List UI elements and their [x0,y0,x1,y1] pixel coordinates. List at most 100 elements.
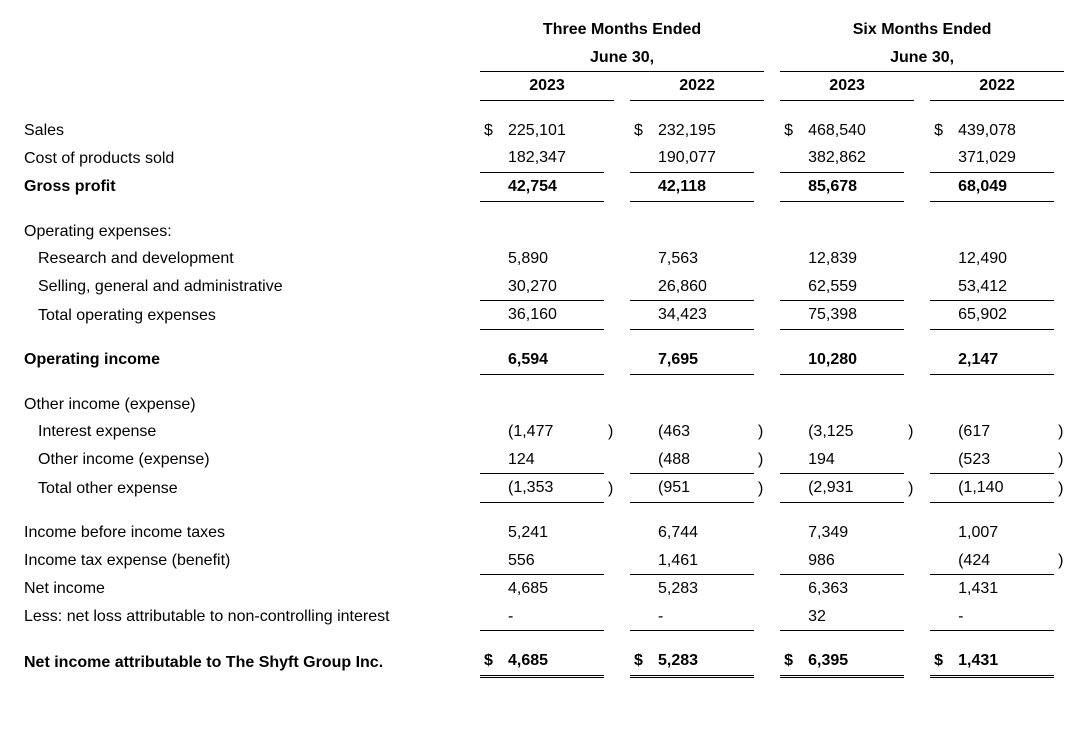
cur-sales-1: $ [480,117,504,145]
val-sga-4: 53,412 [954,273,1054,301]
label-pretax: Income before income taxes [20,519,480,547]
val-oi-3: 10,280 [804,346,904,374]
val-tot-1: (1,353 [504,474,604,503]
val-tax-1: 556 [504,547,604,575]
val-tot-2: (951 [654,474,754,503]
val-sales-3: 468,540 [804,117,904,145]
val-oth-4: (523 [954,446,1054,474]
val-sga-1: 30,270 [504,273,604,301]
val-ni-1: 4,685 [504,575,604,603]
val-rnd-4: 12,490 [954,245,1054,273]
row-total-opex: Total operating expenses 36,160 34,423 7… [20,301,1064,330]
row-net-income: Net income 4,685 5,283 6,363 1,431 [20,575,1064,603]
row-cogs: Cost of products sold 182,347 190,077 38… [20,144,1064,172]
val-tot-3: (2,931 [804,474,904,503]
row-gross-profit: Gross profit 42,754 42,118 85,678 68,049 [20,172,1064,201]
label-interest: Interest expense [20,418,480,446]
year-header-row: 2023 2022 2023 2022 [20,72,1064,101]
label-other-header: Other income (expense) [20,391,480,419]
row-op-income: Operating income 6,594 7,695 10,280 2,14… [20,346,1064,374]
val-topex-1: 36,160 [504,301,604,330]
val-sga-2: 26,860 [654,273,754,301]
val-cogs-1: 182,347 [504,144,604,172]
period1-title-line2: June 30, [480,44,764,72]
row-sales: Sales $225,101 $232,195 $468,540 $439,07… [20,117,1064,145]
year-col-1: 2023 [480,72,614,101]
val-pt-4: 1,007 [954,519,1054,547]
year-col-4: 2022 [930,72,1064,101]
val-rnd-1: 5,890 [504,245,604,273]
label-cogs: Cost of products sold [20,144,480,172]
val-topex-3: 75,398 [804,301,904,330]
val-rnd-2: 7,563 [654,245,754,273]
val-sga-3: 62,559 [804,273,904,301]
label-opex-header: Operating expenses: [20,218,480,246]
val-nci-3: 32 [804,603,904,631]
label-gross-profit: Gross profit [20,172,480,201]
val-tot-4: (1,140 [954,474,1054,503]
label-sga: Selling, general and administrative [20,273,480,301]
row-nci: Less: net loss attributable to non-contr… [20,603,1064,631]
val-sales-2: 232,195 [654,117,754,145]
year-col-2: 2022 [630,72,764,101]
val-na-1: 4,685 [504,647,604,676]
cur-na-2: $ [630,647,654,676]
val-cogs-3: 382,862 [804,144,904,172]
label-total-other: Total other expense [20,474,480,503]
row-other-income: Other income (expense) 124 (488) 194 (52… [20,446,1064,474]
label-net-attrib: Net income attributable to The Shyft Gro… [20,647,480,676]
val-int-3: (3,125 [804,418,904,446]
val-ni-3: 6,363 [804,575,904,603]
row-net-attrib: Net income attributable to The Shyft Gro… [20,647,1064,676]
val-na-4: 1,431 [954,647,1054,676]
row-opex-header: Operating expenses: [20,218,1064,246]
val-int-4: (617 [954,418,1054,446]
val-ni-4: 1,431 [954,575,1054,603]
val-gp-2: 42,118 [654,172,754,201]
period-header-row-2: June 30, June 30, [20,44,1064,72]
val-oi-1: 6,594 [504,346,604,374]
val-gp-3: 85,678 [804,172,904,201]
cur-sales-4: $ [930,117,954,145]
val-nci-4: - [954,603,1054,631]
period1-title-line1: Three Months Ended [480,16,764,44]
label-net-income: Net income [20,575,480,603]
row-interest: Interest expense (1,477) (463) (3,125) (… [20,418,1064,446]
val-nci-1: - [504,603,604,631]
row-pretax: Income before income taxes 5,241 6,744 7… [20,519,1064,547]
val-ni-2: 5,283 [654,575,754,603]
val-oth-1: 124 [504,446,604,474]
val-int-1: (1,477 [504,418,604,446]
income-statement-table: Three Months Ended Six Months Ended June… [20,16,1064,678]
val-rnd-3: 12,839 [804,245,904,273]
label-nci: Less: net loss attributable to non-contr… [20,603,480,631]
val-tax-3: 986 [804,547,904,575]
label-total-opex: Total operating expenses [20,301,480,330]
val-tax-2: 1,461 [654,547,754,575]
val-oth-2: (488 [654,446,754,474]
val-tax-4: (424 [954,547,1054,575]
period2-title-line1: Six Months Ended [780,16,1064,44]
label-rnd: Research and development [20,245,480,273]
val-gp-1: 42,754 [504,172,604,201]
row-total-other: Total other expense (1,353) (951) (2,931… [20,474,1064,503]
row-other-header: Other income (expense) [20,391,1064,419]
val-gp-4: 68,049 [954,172,1054,201]
val-sales-4: 439,078 [954,117,1054,145]
val-topex-4: 65,902 [954,301,1054,330]
label-sales: Sales [20,117,480,145]
cur-na-4: $ [930,647,954,676]
label-other-income: Other income (expense) [20,446,480,474]
val-topex-2: 34,423 [654,301,754,330]
val-oi-2: 7,695 [654,346,754,374]
period2-title-line2: June 30, [780,44,1064,72]
val-oth-3: 194 [804,446,904,474]
val-cogs-4: 371,029 [954,144,1054,172]
val-int-2: (463 [654,418,754,446]
label-op-income: Operating income [20,346,480,374]
label-tax: Income tax expense (benefit) [20,547,480,575]
row-sga: Selling, general and administrative 30,2… [20,273,1064,301]
row-tax: Income tax expense (benefit) 556 1,461 9… [20,547,1064,575]
period-header-row-1: Three Months Ended Six Months Ended [20,16,1064,44]
cur-na-3: $ [780,647,804,676]
